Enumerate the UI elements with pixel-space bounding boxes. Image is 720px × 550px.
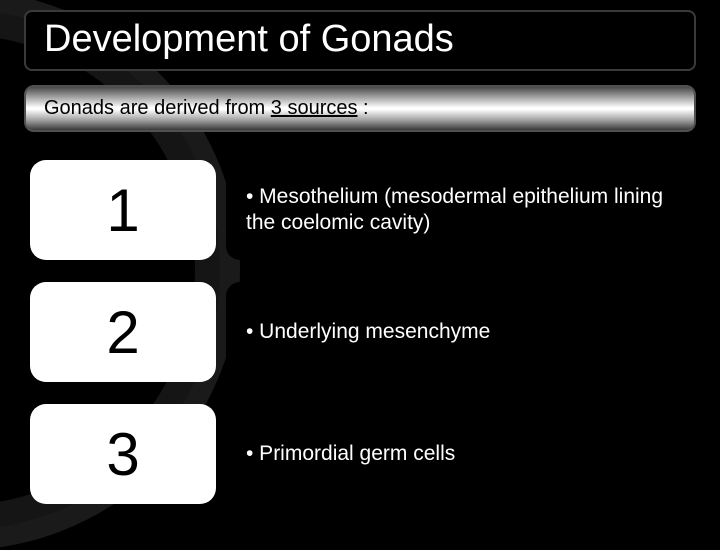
list-item: 1 • Mesothelium (mesodermal epithelium l… <box>30 160 696 260</box>
subtitle-text: Gonads are derived from 3 sources : <box>44 97 676 120</box>
item-desc-1: • Mesothelium (mesodermal epithelium lin… <box>246 184 676 237</box>
subtitle-suffix: : <box>358 97 369 119</box>
item-desc-box-1: • Mesothelium (mesodermal epithelium lin… <box>226 160 696 260</box>
slide-container: Development of Gonads Gonads are derived… <box>0 0 720 504</box>
subtitle-box: Gonads are derived from 3 sources : <box>24 85 696 132</box>
item-number-2: 2 <box>30 282 216 382</box>
subtitle-underlined: 3 sources <box>271 97 358 119</box>
item-desc-box-2: • Underlying mesenchyme <box>226 282 696 382</box>
item-desc-2: • Underlying mesenchyme <box>246 319 490 345</box>
item-number-1: 1 <box>30 160 216 260</box>
title-box: Development of Gonads <box>24 10 696 71</box>
item-desc-box-3: • Primordial germ cells <box>226 404 696 504</box>
item-desc-3: • Primordial germ cells <box>246 441 455 467</box>
list-item: 2 • Underlying mesenchyme <box>30 282 696 382</box>
list-item: 3 • Primordial germ cells <box>30 404 696 504</box>
subtitle-prefix: Gonads are derived from <box>44 97 271 119</box>
slide-title: Development of Gonads <box>44 18 676 61</box>
items-list: 1 • Mesothelium (mesodermal epithelium l… <box>24 160 696 504</box>
item-number-3: 3 <box>30 404 216 504</box>
